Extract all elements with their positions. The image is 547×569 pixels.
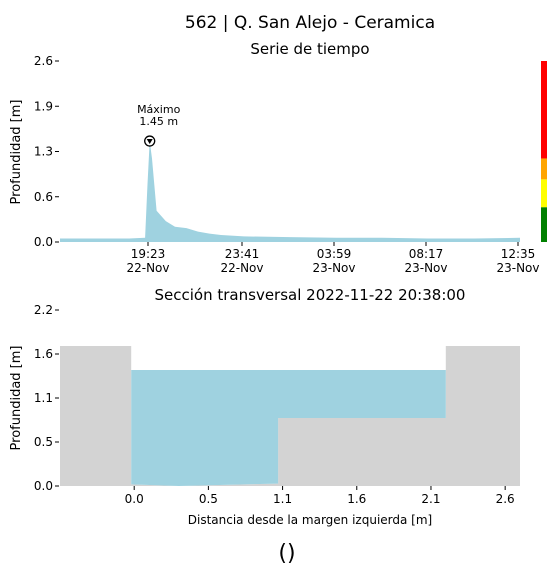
x-tick-label: 2.6 bbox=[496, 492, 515, 506]
cross-section-x-ticks: 0.0 0.5 1.1 1.6 2.1 2.6 bbox=[125, 486, 515, 506]
x-tick-label: 2.1 bbox=[421, 492, 440, 506]
y-tick-label: 1.3 bbox=[34, 145, 53, 159]
y-tick-label: 2.6 bbox=[34, 54, 53, 68]
x-tick-date: 23-Nov bbox=[404, 261, 447, 275]
cross-section-ground bbox=[60, 346, 520, 486]
cross-section-chart: Sección transversal 2022-11-22 20:38:00 … bbox=[9, 286, 520, 527]
x-tick-label: 1.1 bbox=[273, 492, 292, 506]
max-annotation-label: Máximo bbox=[137, 103, 181, 116]
threshold-segment bbox=[541, 179, 547, 208]
x-tick-time: 08:17 bbox=[409, 247, 444, 261]
max-annotation: Máximo 1.45 m bbox=[137, 103, 181, 147]
time-series-title: Serie de tiempo bbox=[250, 40, 369, 58]
threshold-segment bbox=[541, 61, 547, 159]
time-series-y-ticks: 0.0 0.6 1.3 1.9 2.6 bbox=[34, 54, 59, 249]
y-tick-label: 0.0 bbox=[34, 479, 53, 493]
x-tick-time: 23:41 bbox=[225, 247, 260, 261]
x-tick-date: 23-Nov bbox=[496, 261, 539, 275]
y-tick-label: 0.6 bbox=[34, 190, 53, 204]
cross-section-title: Sección transversal 2022-11-22 20:38:00 bbox=[155, 286, 466, 304]
figure-title: 562 | Q. San Alejo - Ceramica bbox=[185, 13, 435, 33]
cross-section-ylabel: Profundidad [m] bbox=[9, 346, 24, 451]
time-series-x-ticks: 19:2322-Nov23:4122-Nov03:5923-Nov08:1723… bbox=[126, 242, 540, 275]
cross-section-water bbox=[131, 370, 446, 486]
x-tick-time: 03:59 bbox=[317, 247, 352, 261]
max-annotation-value: 1.45 m bbox=[139, 115, 178, 128]
cross-section-xlabel: Distancia desde la margen izquierda [m] bbox=[188, 513, 432, 527]
max-marker-triangle bbox=[146, 139, 153, 145]
x-tick-date: 22-Nov bbox=[220, 261, 263, 275]
threshold-segment bbox=[541, 158, 547, 180]
time-series-area bbox=[60, 141, 520, 242]
threshold-bar bbox=[541, 61, 547, 242]
x-tick-date: 23-Nov bbox=[312, 261, 355, 275]
x-tick-label: 0.0 bbox=[125, 492, 144, 506]
time-series-ylabel: Profundidad [m] bbox=[9, 100, 24, 205]
y-tick-label: 1.6 bbox=[34, 347, 53, 361]
y-tick-label: 2.2 bbox=[34, 303, 53, 317]
y-tick-label: 0.5 bbox=[34, 435, 53, 449]
x-tick-label: 1.6 bbox=[347, 492, 366, 506]
y-tick-label: 1.1 bbox=[34, 391, 53, 405]
x-tick-label: 0.5 bbox=[199, 492, 218, 506]
y-tick-label: 1.9 bbox=[34, 99, 53, 113]
time-series-chart: Serie de tiempo Profundidad [m] 0.0 0.6 1.… bbox=[9, 40, 547, 275]
y-tick-label: 0.0 bbox=[34, 235, 53, 249]
cross-section-y-ticks: 0.0 0.5 1.1 1.6 2.2 bbox=[34, 303, 59, 493]
x-tick-date: 22-Nov bbox=[126, 261, 169, 275]
x-tick-time: 19:23 bbox=[131, 247, 166, 261]
x-tick-time: 12:35 bbox=[501, 247, 536, 261]
footer-text: () bbox=[278, 541, 295, 566]
threshold-segment bbox=[541, 207, 547, 242]
